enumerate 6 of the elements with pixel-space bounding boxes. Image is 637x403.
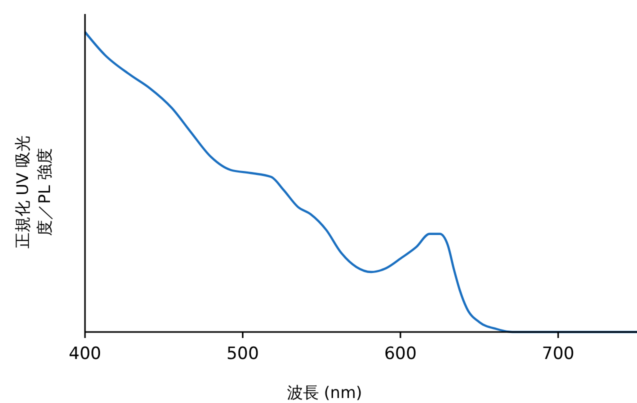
x-tick-label: 500 — [226, 344, 259, 364]
x-tick-label: 600 — [384, 344, 417, 364]
x-tick-label: 700 — [542, 344, 574, 364]
x-axis-title: 波長 (nm) — [286, 383, 362, 402]
x-tick-label: 400 — [68, 344, 102, 364]
y-axis-title: 正規化 UV 吸光度／PL 強度 — [13, 136, 54, 248]
